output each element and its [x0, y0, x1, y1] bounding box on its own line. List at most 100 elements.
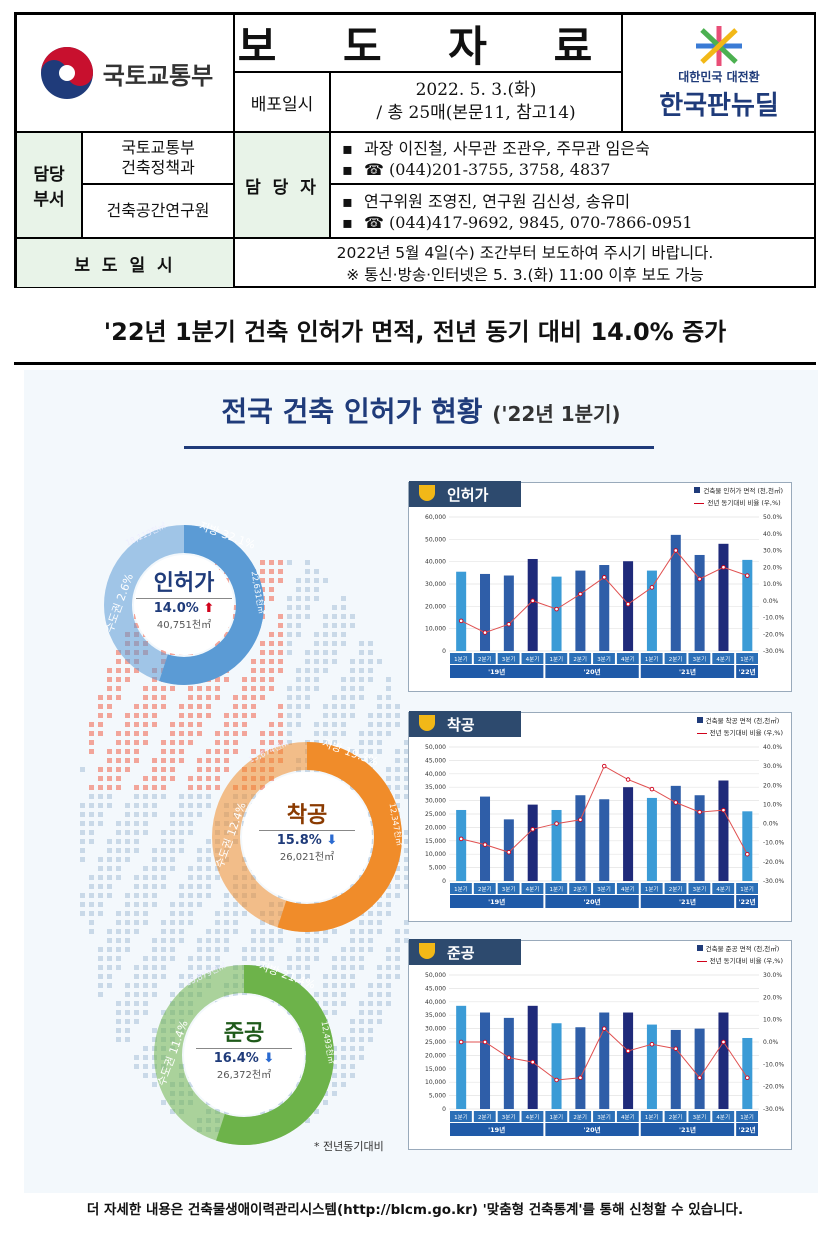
map-dot — [107, 776, 112, 781]
category-cell — [450, 1111, 472, 1122]
map-dot — [89, 920, 94, 925]
map-dot — [341, 1055, 346, 1060]
map-dot — [161, 1010, 166, 1015]
map-dot — [224, 938, 229, 943]
map-dot — [314, 686, 319, 691]
map-dot — [368, 920, 373, 925]
map-dot — [332, 695, 337, 700]
map-dot — [332, 983, 337, 988]
map-dot — [350, 1019, 355, 1024]
map-dot — [170, 722, 175, 727]
category-cell — [640, 653, 663, 664]
map-dot — [287, 632, 292, 637]
map-dot — [152, 974, 157, 979]
map-dot — [314, 677, 319, 682]
map-dot — [404, 884, 409, 889]
map-dot — [395, 956, 400, 961]
map-dot — [404, 938, 409, 943]
map-dot — [116, 668, 121, 673]
map-dot — [89, 902, 94, 907]
map-dot — [161, 965, 166, 970]
map-dot — [89, 875, 94, 880]
map-dot — [350, 1073, 355, 1078]
yoy-point — [649, 786, 655, 792]
map-dot — [125, 731, 130, 736]
map-dot — [179, 830, 184, 835]
map-dot — [125, 1001, 130, 1006]
map-dot — [278, 569, 283, 574]
yoy-point — [721, 807, 726, 813]
category-label: 4분기 — [621, 1113, 635, 1121]
map-dot — [152, 1073, 157, 1078]
map-dot — [332, 974, 337, 979]
map-dot — [161, 695, 166, 700]
map-dot — [215, 641, 220, 646]
map-dot — [107, 857, 112, 862]
category-cell — [545, 653, 568, 664]
map-dot — [269, 740, 274, 745]
map-dot — [368, 938, 373, 943]
map-dot — [404, 830, 409, 835]
category-label: 3분기 — [502, 885, 516, 893]
map-dot — [269, 641, 274, 646]
map-dot — [107, 695, 112, 700]
dept1-cell: 국토교통부 건축정책과 — [82, 132, 234, 184]
yoy-point — [482, 630, 488, 635]
y-tick-label: 0 — [442, 1106, 446, 1113]
map-dot — [359, 929, 364, 934]
map-dot — [107, 947, 112, 952]
map-dot — [278, 731, 283, 736]
dept2: 건축공간연구원 — [106, 201, 210, 221]
y-tick-label: 20,000 — [425, 603, 446, 610]
yoy-point — [601, 1026, 607, 1031]
map-dot — [215, 911, 220, 916]
map-dot — [278, 614, 283, 619]
category-label: 4분기 — [716, 655, 730, 663]
map-dot — [206, 893, 211, 898]
map-dot — [332, 1082, 337, 1087]
map-dot — [116, 686, 121, 691]
map-dot — [332, 1055, 337, 1060]
map-dot — [251, 659, 256, 664]
category-label: 2분기 — [573, 655, 587, 663]
map-dot — [107, 929, 112, 934]
map-dot — [134, 713, 139, 718]
map-dot — [278, 929, 283, 934]
map-dot — [287, 956, 292, 961]
map-dot — [80, 893, 85, 898]
map-dot — [287, 614, 292, 619]
map-dot — [152, 893, 157, 898]
y-tick-label: 40,000 — [425, 559, 446, 566]
map-dot — [206, 686, 211, 691]
map-dot — [107, 983, 112, 988]
map-dot — [107, 794, 112, 799]
map-dot — [296, 713, 301, 718]
y-tick-label: 15,000 — [425, 1066, 446, 1073]
map-dot — [116, 866, 121, 871]
category-label: 3분기 — [597, 1113, 611, 1121]
category-label: 3분기 — [693, 885, 707, 893]
map-dot — [206, 866, 211, 871]
map-dot — [134, 821, 139, 826]
map-dot — [368, 722, 373, 727]
map-dot — [152, 722, 157, 727]
map-dot — [116, 695, 121, 700]
map-dot — [107, 785, 112, 790]
map-dot — [341, 992, 346, 997]
map-dot — [206, 695, 211, 700]
map-dot — [404, 767, 409, 772]
y2-tick-label: 0.0% — [763, 1039, 779, 1046]
map-dot — [287, 713, 292, 718]
map-dot — [350, 947, 355, 952]
bar — [718, 780, 729, 881]
map-dot — [341, 686, 346, 691]
map-dot — [404, 740, 409, 745]
map-dot — [350, 1037, 355, 1042]
map-dot — [125, 740, 130, 745]
map-dot — [197, 758, 202, 763]
map-dot — [161, 740, 166, 745]
map-dot — [341, 704, 346, 709]
map-dot — [341, 1082, 346, 1087]
map-dot — [215, 776, 220, 781]
map-dot — [134, 785, 139, 790]
